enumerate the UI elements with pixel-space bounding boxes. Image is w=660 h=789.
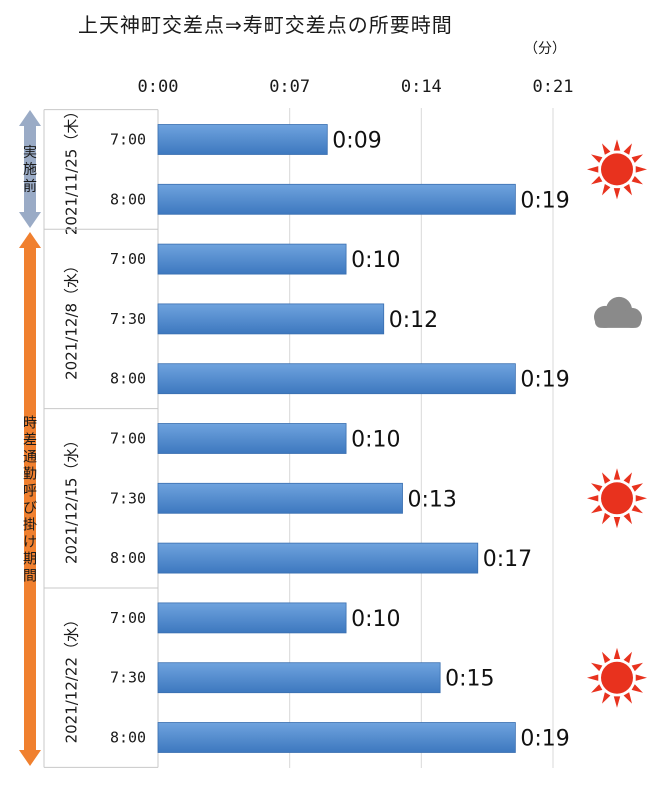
period-label-char: け [23,535,37,551]
date-label: 2021/12/22（水） [63,612,81,743]
sun-icon [587,647,647,708]
bar [157,183,516,215]
sun-icon [587,139,647,200]
bar [157,662,441,694]
period-label-char: 勤 [23,467,37,483]
time-label: 7:30 [110,489,146,507]
data-label: 0:10 [351,607,400,632]
bar [157,542,479,574]
data-label: 0:17 [483,547,532,572]
before-period-arrow: 実施前 [19,110,41,228]
data-label: 0:19 [520,727,569,752]
data-label: 0:19 [520,188,569,213]
data-label: 0:10 [351,248,400,273]
period-label-char: 通 [23,450,37,466]
time-label: 7:00 [110,609,146,627]
time-label: 8:00 [110,370,146,388]
bar [157,423,347,454]
category-table: 2021/11/25（木） 7:00 8:00 2021/12/8（水） 7:00 7:3… [43,104,159,768]
data-label: 0:15 [445,667,494,692]
date-label: 2021/12/8（水） [63,258,81,380]
bar [157,722,516,753]
data-label: 0:09 [332,129,381,154]
period-label-char: 呼 [23,484,37,500]
period-label-char: 時 [23,416,37,432]
period-label-char: 掛 [23,518,37,534]
period-label-char: 前 [23,178,37,195]
time-label: 8:00 [110,549,146,567]
period-label-char: 差 [23,433,37,449]
period-label-char: び [23,501,37,517]
x-tick-label: 0:14 [401,77,442,97]
time-label: 7:30 [110,669,146,687]
bar [157,124,328,155]
time-label: 7:00 [110,131,146,149]
time-label: 7:30 [110,310,146,328]
data-label: 0:10 [351,428,400,453]
period-label-char: 実 [23,145,37,161]
cloud-icon [594,296,642,328]
bar [157,602,347,634]
time-label: 8:00 [110,190,146,208]
data-label: 0:19 [520,368,569,393]
sun-icon [587,468,647,529]
data-label: 0:12 [389,308,438,333]
axis-unit: （分） [524,41,566,57]
bar [157,243,347,275]
weather-icons [587,139,647,708]
x-tick-label: 0:21 [533,77,574,97]
bar [157,363,516,395]
period-label-char: 施 [23,162,37,178]
time-label: 7:00 [110,430,146,448]
date-label: 2021/11/25（木） [63,104,81,235]
period-label-char: 間 [23,569,37,585]
bar [157,482,403,514]
chart-title: 上天神町交差点⇒寿町交差点の所要時間 [78,13,453,37]
data-label: 0:13 [408,487,457,512]
x-axis-ticks: 0:00 0:07 0:14 0:21 [138,77,574,97]
time-label: 7:00 [110,250,146,268]
x-tick-label: 0:00 [138,77,179,97]
period-label-char: 期 [23,552,37,568]
date-label: 2021/12/15（水） [63,433,81,564]
x-tick-label: 0:07 [269,77,310,97]
bar [157,303,385,335]
bars: 0:09 0:19 0:10 0:12 0:19 0:10 0:13 0:17 0:10 0:15… [157,124,570,753]
time-label: 8:00 [110,729,146,747]
